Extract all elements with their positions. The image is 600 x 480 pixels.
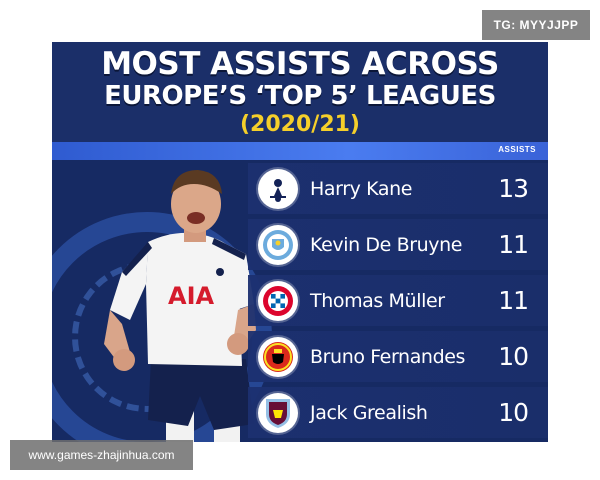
left-arm <box>104 310 130 360</box>
player-illustration: AIA <box>104 170 256 442</box>
shorts <box>148 359 254 430</box>
left-sleeve <box>110 244 148 320</box>
player-name: Bruno Fernandes <box>310 345 466 368</box>
bayern-crest-icon <box>258 280 298 321</box>
assist-count: 10 <box>498 342 529 371</box>
title-line-2: EUROPE’S ‘TOP 5’ LEAGUES <box>104 81 496 111</box>
right-fist <box>227 333 249 355</box>
table-row: Kevin De Bruyne 11 <box>248 219 548 270</box>
player-head <box>171 175 221 233</box>
watermark-top-right: TG: MYYJJPP <box>482 10 590 40</box>
assist-count: 10 <box>498 398 529 427</box>
title-line-1: MOST ASSISTS ACROSS <box>101 46 499 82</box>
assist-count: 11 <box>498 230 529 259</box>
table-row: Bruno Fernandes 10 <box>248 331 548 382</box>
player-name: Kevin De Bruyne <box>310 233 463 256</box>
assists-column-header: ASSISTS <box>498 145 536 154</box>
tottenham-crest-icon <box>258 168 298 209</box>
shirt-sponsor: AIA <box>168 282 215 310</box>
assist-count: 11 <box>498 286 529 315</box>
assists-table: Harry Kane 13 Kevin De Bruyne 11 <box>248 163 548 442</box>
hair <box>171 170 222 194</box>
table-row: Jack Grealish 10 <box>248 387 548 438</box>
assist-count: 13 <box>498 174 529 203</box>
table-row: Harry Kane 13 <box>248 163 548 214</box>
player-name: Harry Kane <box>310 177 413 200</box>
aston-villa-crest-icon <box>258 392 298 433</box>
left-fist <box>113 349 135 371</box>
season-label: (2020/21) <box>240 112 360 137</box>
player-name: Jack Grealish <box>310 401 428 424</box>
header: MOST ASSISTS ACROSS EUROPE’S ‘TOP 5’ LEA… <box>52 42 548 142</box>
watermark-bottom-left: www.games-zhajinhua.com <box>10 440 193 470</box>
table-row: Thomas Müller 11 <box>248 275 548 326</box>
man-united-crest-icon <box>258 336 298 377</box>
man-city-crest-icon <box>258 224 298 265</box>
shirt <box>146 232 242 366</box>
infographic-card: MOST ASSISTS ACROSS EUROPE’S ‘TOP 5’ LEA… <box>52 42 548 442</box>
player-name: Thomas Müller <box>310 289 445 312</box>
header-divider <box>52 142 548 160</box>
